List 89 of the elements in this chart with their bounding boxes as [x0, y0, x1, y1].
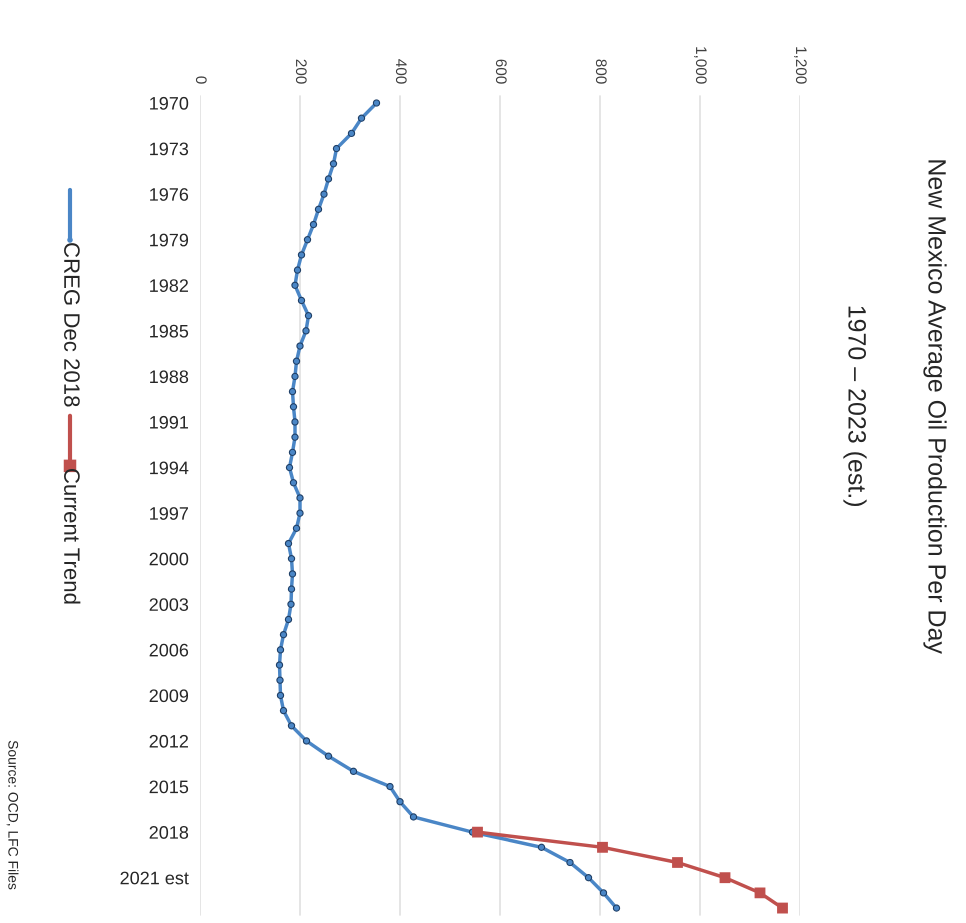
point — [472, 826, 483, 838]
point — [324, 175, 332, 183]
point — [584, 874, 592, 882]
point — [304, 312, 312, 320]
point — [288, 555, 296, 562]
y-tick-label: 1988 — [150, 370, 188, 384]
point — [288, 585, 296, 593]
point — [386, 782, 394, 790]
point — [302, 737, 310, 745]
x-tick-label: 0 — [196, 76, 207, 84]
y-tick-label: 2003 — [150, 598, 188, 611]
point — [600, 889, 608, 897]
text: New Mexico Average Oil Production Per Day — [923, 160, 947, 654]
point — [348, 130, 356, 138]
y-tick-label: 1994 — [150, 461, 188, 474]
point — [330, 160, 338, 168]
y-tick-label: 1991 — [150, 416, 188, 429]
y-tick-label: 2006 — [150, 644, 188, 657]
point — [276, 646, 284, 654]
point — [276, 692, 284, 700]
point — [298, 296, 306, 304]
text: 1970 – 2023 (est.) — [843, 306, 867, 506]
x-tick-label: 1,000 — [694, 47, 707, 84]
point — [290, 479, 298, 486]
legend-label: Current Trend — [64, 469, 80, 604]
point — [296, 509, 304, 517]
point — [396, 798, 404, 806]
point — [286, 464, 294, 472]
x-tick-label: 800 — [596, 59, 607, 84]
y-tick-label: 1982 — [150, 279, 188, 292]
x-tick-label: 600 — [496, 60, 507, 84]
point — [296, 494, 304, 502]
point — [292, 358, 300, 365]
point — [291, 282, 299, 289]
y-tick-label: 1997 — [150, 507, 188, 520]
point — [280, 706, 288, 714]
y-tick-label: 1973 — [150, 142, 188, 156]
point — [597, 842, 608, 853]
point — [720, 872, 730, 884]
point — [291, 434, 299, 441]
point — [298, 251, 306, 259]
point — [350, 768, 358, 776]
point — [672, 857, 683, 868]
point — [324, 752, 332, 760]
point — [372, 99, 380, 107]
point — [294, 266, 302, 274]
point — [291, 372, 299, 380]
point — [538, 844, 546, 851]
y-tick-label: 1979 — [150, 234, 188, 246]
point — [291, 418, 299, 426]
y-tick-label: 2021 est — [120, 872, 189, 884]
point — [320, 190, 328, 198]
point — [280, 630, 288, 638]
point — [284, 540, 292, 548]
point — [358, 114, 366, 122]
point — [288, 388, 296, 396]
x-tick-label: 1,200 — [794, 47, 807, 84]
point — [612, 904, 620, 912]
point — [288, 570, 296, 578]
point — [288, 448, 296, 456]
y-tick-label: 2015 — [150, 780, 188, 794]
y-tick-label: 2000 — [150, 552, 188, 566]
point — [777, 902, 788, 914]
point — [296, 342, 304, 350]
point — [566, 858, 574, 866]
point — [276, 661, 284, 669]
point — [304, 236, 312, 244]
point — [410, 813, 418, 821]
y-tick-label: 2012 — [150, 734, 188, 748]
x-tick-label: 200 — [296, 60, 307, 84]
legend-label: CREG Dec 2018 — [64, 243, 80, 407]
y-tick-label: 1970 — [150, 96, 188, 110]
point — [287, 600, 295, 608]
x-tick-label: 400 — [396, 59, 407, 84]
point — [284, 616, 292, 624]
point — [276, 676, 284, 684]
point — [754, 887, 766, 898]
point — [314, 206, 322, 214]
y-tick-label: 2018 — [150, 826, 188, 839]
point — [290, 403, 298, 410]
y-tick-label: 2009 — [150, 689, 188, 702]
source-note: Source: OCD, LFC Files — [6, 740, 18, 890]
point — [310, 220, 318, 228]
y-tick-label: 1985 — [150, 324, 188, 338]
point — [292, 524, 300, 532]
point — [302, 327, 310, 335]
point — [288, 722, 296, 730]
y-tick-label: 1976 — [150, 188, 188, 201]
point — [332, 144, 340, 152]
